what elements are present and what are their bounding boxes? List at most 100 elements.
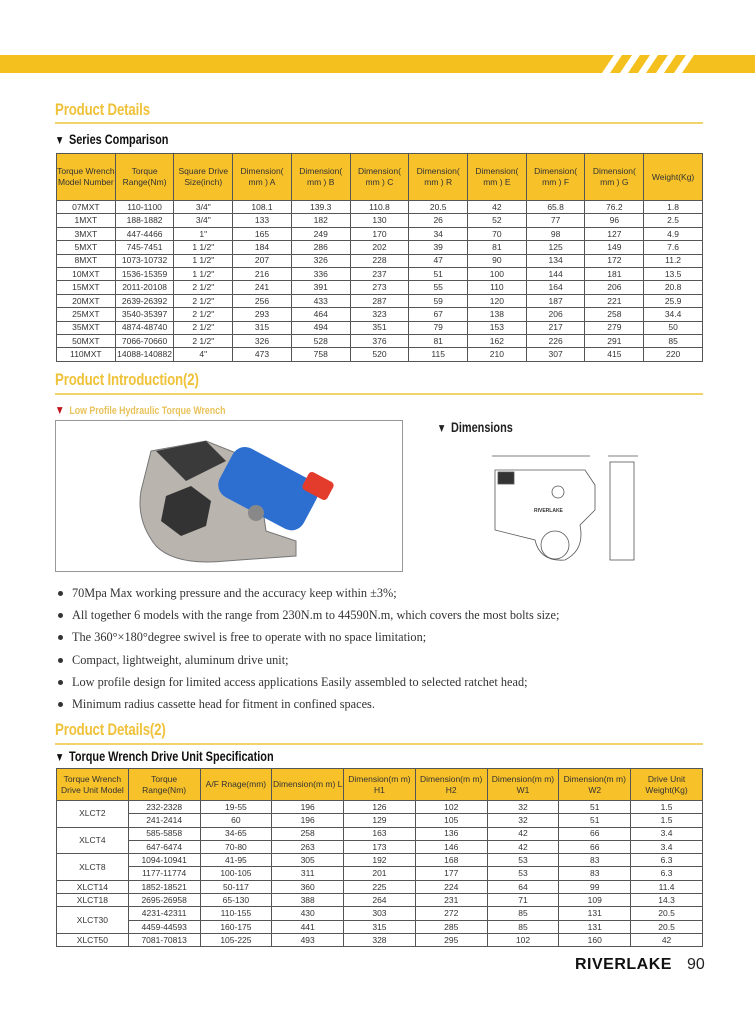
table-cell: 1852-18521 bbox=[127, 879, 201, 895]
table-cell: 286 bbox=[290, 240, 351, 255]
table-cell: 315 bbox=[343, 919, 416, 934]
table-cell: 494 bbox=[290, 320, 351, 335]
table-cell: 120 bbox=[467, 293, 527, 309]
model-cell: XLCT4 bbox=[56, 826, 129, 855]
table-cell: 305 bbox=[271, 853, 345, 868]
table-cell: 2011-20108 bbox=[114, 280, 175, 295]
table-cell: 473 bbox=[232, 347, 292, 362]
brand-logo: RIVERLAKE bbox=[575, 956, 672, 973]
table-cell: 41-95 bbox=[199, 853, 273, 868]
table-cell: 99 bbox=[558, 879, 632, 895]
table-cell: 430 bbox=[271, 906, 345, 921]
table-cell: 39 bbox=[408, 240, 469, 255]
table-cell: 50 bbox=[643, 320, 703, 335]
table-cell: 258 bbox=[584, 307, 645, 322]
table-cell: 206 bbox=[584, 280, 645, 295]
table-cell: 3.4 bbox=[630, 826, 703, 841]
column-header: A/F Rnage(mm) bbox=[199, 768, 273, 801]
table-cell: 131 bbox=[558, 919, 632, 934]
table-cell: 285 bbox=[414, 919, 488, 934]
drive-unit-spec-label: Torque Wrench Drive Unit Specification bbox=[68, 748, 274, 764]
table-row: 1MXT 188-1882 3/4" 133 182 130 26 52 77 96 2.5 bbox=[56, 213, 703, 228]
table-cell: 256 bbox=[232, 293, 292, 309]
table-cell: 115 bbox=[408, 347, 469, 362]
column-header: Dimension( mm ) R bbox=[408, 153, 469, 201]
table-cell: 51 bbox=[408, 266, 469, 282]
table-cell: 47 bbox=[408, 253, 469, 268]
table-cell: 279 bbox=[584, 320, 645, 335]
table-cell: 291 bbox=[584, 333, 645, 349]
table-cell: 71 bbox=[486, 893, 560, 908]
table-cell: 127 bbox=[584, 226, 645, 242]
table-row: 1177-11774 100-105 311 201 177 53 83 6.3 bbox=[57, 866, 703, 881]
table-row: 50MXT 7066-70660 2 1/2" 326 528 376 81 162 226 29… bbox=[56, 333, 703, 349]
table-cell: 4231-42311 bbox=[127, 906, 201, 921]
table-cell: 83 bbox=[558, 853, 632, 868]
table-cell: 66 bbox=[558, 826, 632, 841]
table-cell: 303 bbox=[343, 906, 416, 921]
column-header: Dimension( mm ) B bbox=[290, 153, 351, 201]
table-cell: 34.4 bbox=[643, 307, 703, 322]
table-cell: 293 bbox=[232, 307, 292, 322]
table-cell: 42 bbox=[486, 839, 560, 855]
table-cell: 273 bbox=[349, 280, 410, 295]
table-cell: 65.8 bbox=[525, 199, 586, 215]
table-cell: 5MXT bbox=[56, 240, 116, 255]
table-cell: 53 bbox=[486, 853, 560, 868]
table-cell: 258 bbox=[271, 826, 345, 841]
table-cell: 241 bbox=[232, 280, 292, 295]
feature-list: 70Mpa Max working pressure and the accur… bbox=[55, 584, 559, 717]
table-cell: 96 bbox=[584, 213, 645, 228]
table-cell: 2 1/2" bbox=[173, 333, 234, 349]
table-cell: 77 bbox=[525, 213, 586, 228]
table-row: XLCT8 1094-10941 41-95 305 192 168 53 83 6.3 bbox=[56, 853, 703, 881]
table-cell: 228 bbox=[349, 253, 410, 268]
table-cell: 311 bbox=[271, 866, 345, 881]
table-cell: 6.3 bbox=[630, 866, 703, 881]
table-cell: 2.5 bbox=[643, 213, 703, 228]
table-cell: 4.9 bbox=[643, 226, 703, 242]
section-title-product-details-2: Product Details(2) bbox=[55, 720, 166, 739]
list-item: Compact, lightweight, aluminum drive uni… bbox=[55, 651, 559, 673]
product-subtitle-label: Low Profile Hydraulic Torque Wrench bbox=[69, 405, 226, 417]
table-cell: 220 bbox=[643, 347, 703, 362]
table-row: XLCT18 2695-26958 65-130 388 264 231 71 109 14.3 bbox=[56, 893, 703, 908]
table-cell: 70 bbox=[467, 226, 527, 242]
table-cell: 647-6474 bbox=[127, 839, 201, 855]
table-cell: 7081-70813 bbox=[127, 932, 201, 948]
table-cell: 102 bbox=[414, 799, 488, 815]
table-cell: 2 1/2" bbox=[173, 307, 234, 322]
triangle-down-icon: ▼ bbox=[55, 750, 65, 764]
table-cell: 130 bbox=[349, 213, 410, 228]
top-accent-band bbox=[0, 55, 755, 73]
drive-unit-spec-heading: ▼ Torque Wrench Drive Unit Specification bbox=[55, 748, 274, 764]
table-cell: 326 bbox=[290, 253, 351, 268]
table-cell: 295 bbox=[414, 932, 488, 948]
table-cell: 160 bbox=[558, 932, 632, 948]
product-subtitle: ▼ Low Profile Hydraulic Torque Wrench bbox=[55, 403, 225, 417]
table-cell: 35MXT bbox=[56, 320, 116, 335]
table-cell: 131 bbox=[558, 906, 632, 921]
table-cell: 7.6 bbox=[643, 240, 703, 255]
table-cell: 134 bbox=[525, 253, 586, 268]
table-cell: 85 bbox=[643, 333, 703, 349]
table-row: 15MXT 2011-20108 2 1/2" 241 391 273 55 110 164 20… bbox=[56, 280, 703, 295]
table-cell: 1MXT bbox=[56, 213, 116, 228]
table-cell: 07MXT bbox=[56, 199, 116, 215]
model-cell: XLCT50 bbox=[56, 932, 129, 948]
table-cell: 1 1/2" bbox=[173, 240, 234, 255]
column-header: Torque Range(Nm) bbox=[114, 153, 175, 201]
table-cell: 1177-11774 bbox=[127, 866, 201, 881]
table-cell: 14.3 bbox=[630, 893, 703, 908]
column-header: Dimension( mm ) A bbox=[232, 153, 292, 201]
table-cell: 3/4" bbox=[173, 213, 234, 228]
table-cell: 164 bbox=[525, 280, 586, 295]
table-row: 241-2414 60 196 129 105 32 51 1.5 bbox=[57, 813, 703, 828]
table-cell: 231 bbox=[414, 893, 488, 908]
table-cell: 15MXT bbox=[56, 280, 116, 295]
table-cell: 336 bbox=[290, 266, 351, 282]
table-cell: 493 bbox=[271, 932, 345, 948]
table-cell: 202 bbox=[349, 240, 410, 255]
table-cell: 1.5 bbox=[630, 813, 703, 828]
table-cell: 187 bbox=[525, 293, 586, 309]
